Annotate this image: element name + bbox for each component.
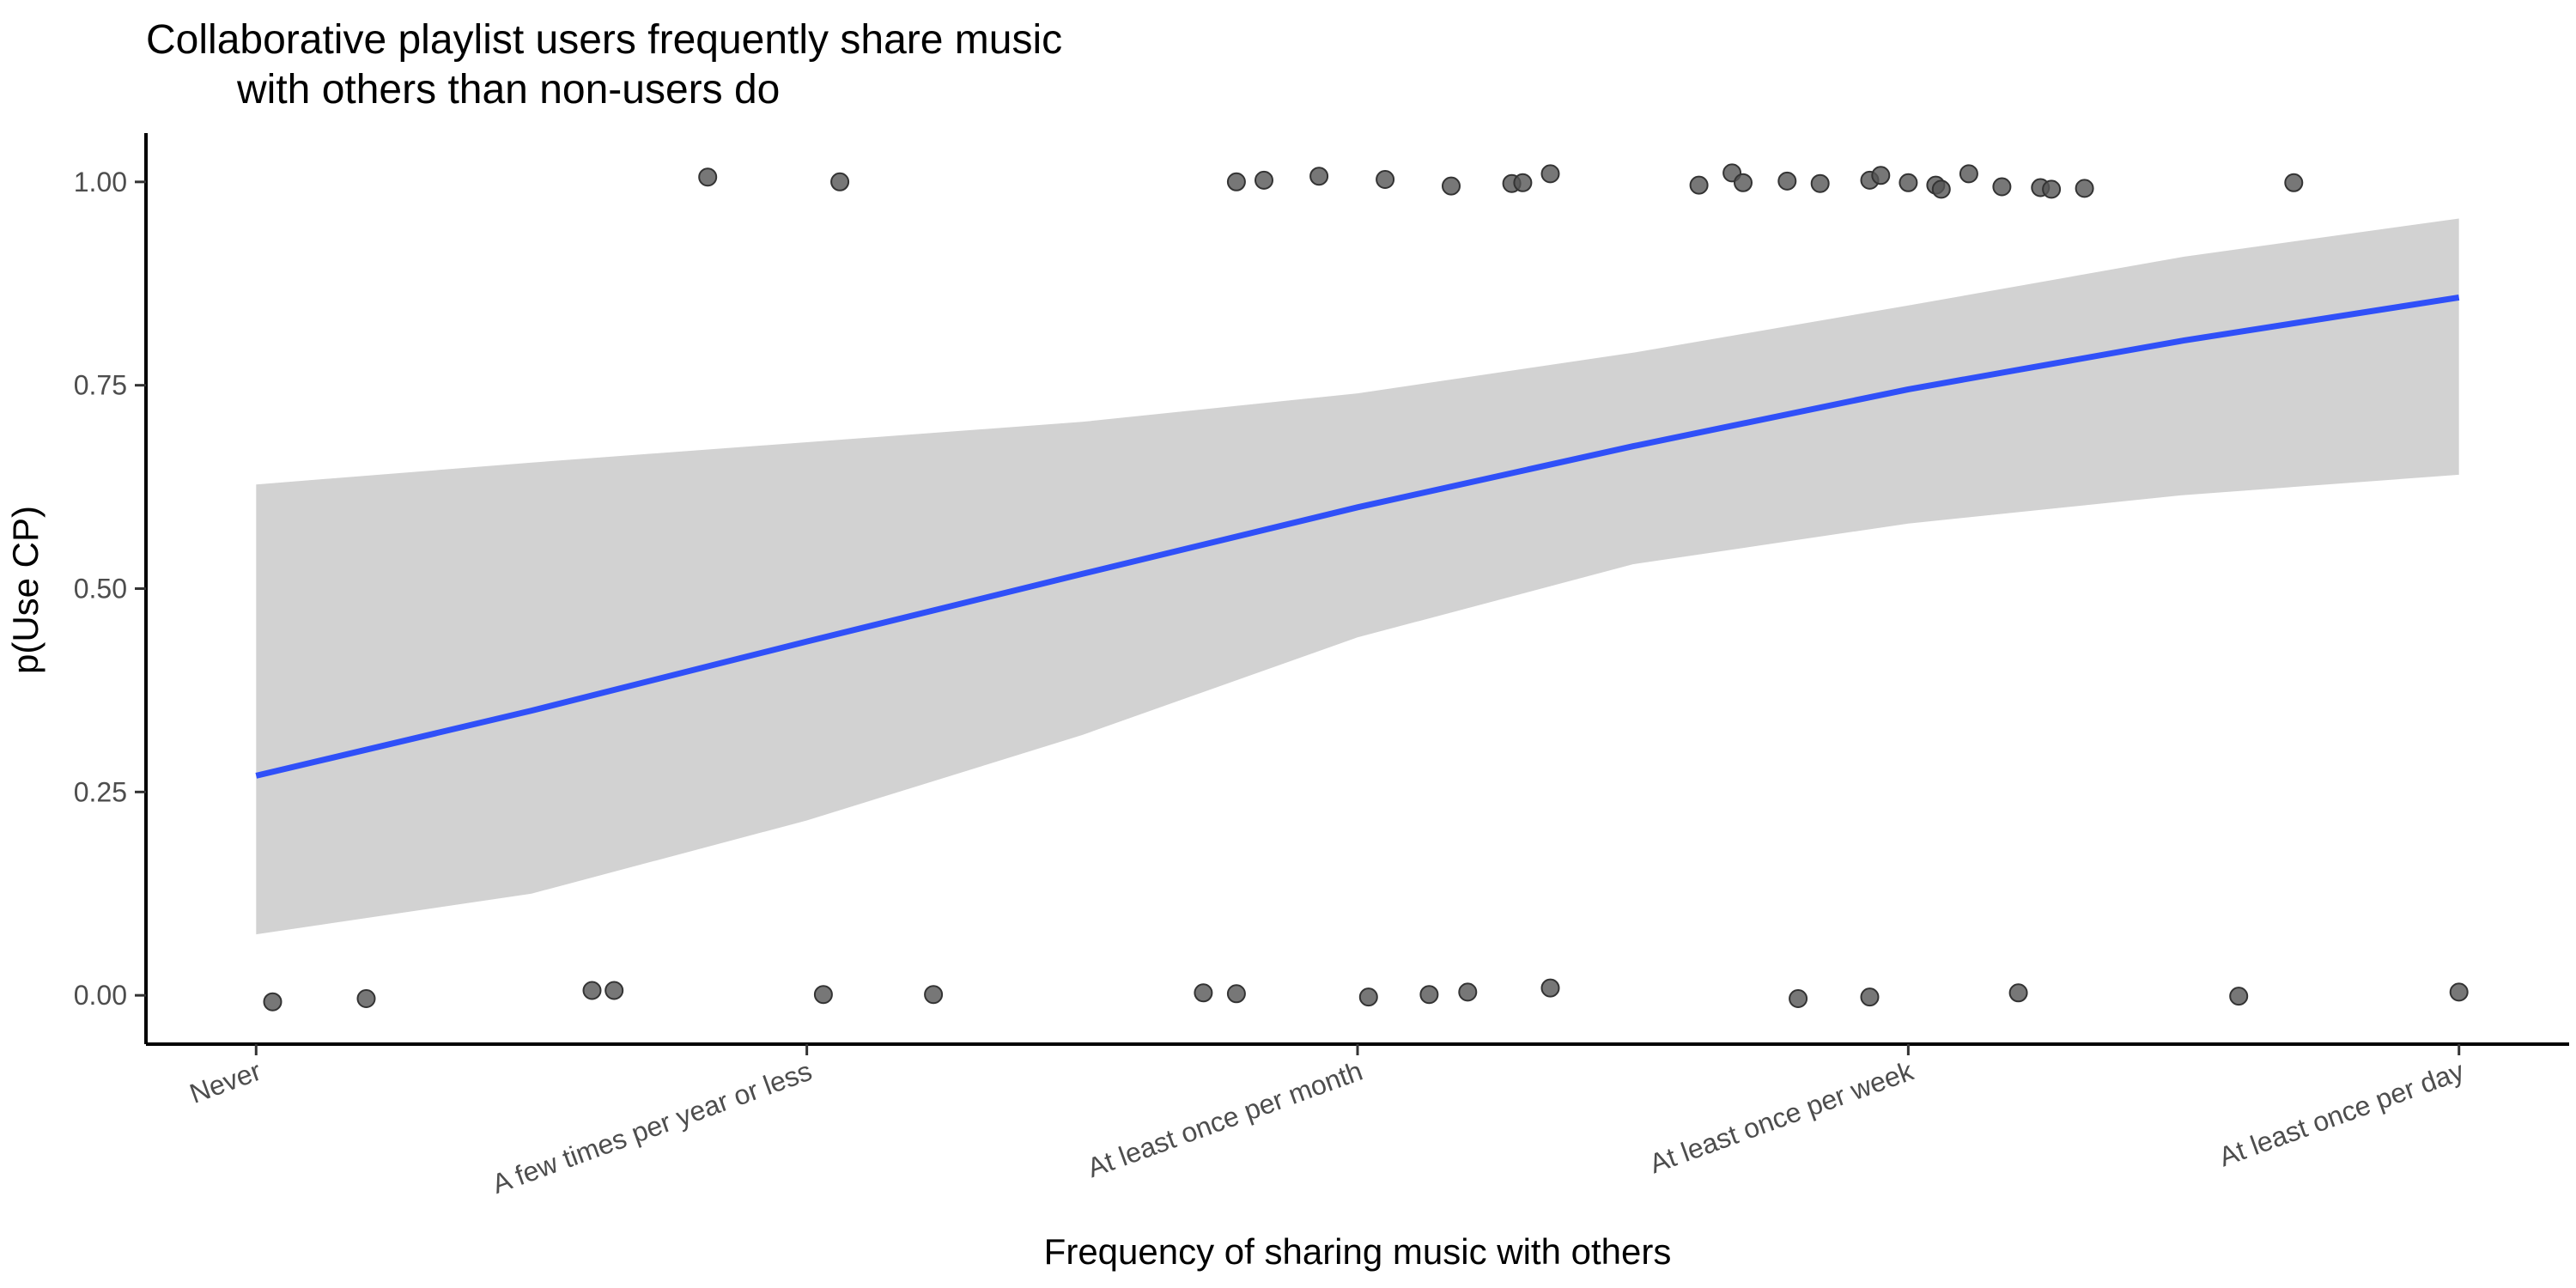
data-point bbox=[1458, 982, 1478, 1002]
data-point bbox=[1419, 985, 1439, 1005]
data-point bbox=[2449, 982, 2469, 1002]
data-point bbox=[1899, 173, 1918, 192]
data-point bbox=[1442, 176, 1461, 196]
x-axis-title: Frequency of sharing music with others bbox=[1044, 1231, 1672, 1272]
points-group bbox=[263, 163, 2469, 1012]
data-point bbox=[582, 981, 602, 1000]
data-point bbox=[2284, 173, 2304, 192]
data-point bbox=[263, 992, 283, 1012]
chart-title-line-2: with others than non-users do bbox=[236, 67, 780, 112]
data-point bbox=[2229, 987, 2249, 1006]
data-point bbox=[605, 981, 624, 1000]
confidence-ribbon bbox=[256, 218, 2459, 935]
data-point bbox=[1194, 983, 1213, 1003]
y-tick-label: 0.00 bbox=[74, 980, 127, 1011]
data-point bbox=[1540, 978, 1560, 998]
data-point bbox=[1992, 177, 2012, 197]
data-point bbox=[830, 172, 850, 191]
data-point bbox=[1810, 173, 1830, 193]
data-point bbox=[1255, 170, 1273, 190]
data-point bbox=[356, 989, 376, 1008]
data-point bbox=[813, 985, 833, 1005]
data-point bbox=[2075, 179, 2094, 198]
data-point bbox=[1931, 179, 1951, 199]
data-point bbox=[1734, 173, 1753, 192]
fit-line bbox=[255, 294, 2460, 779]
data-point bbox=[1777, 171, 1797, 191]
y-tick-label: 1.00 bbox=[74, 167, 127, 197]
y-tick-label: 0.75 bbox=[74, 370, 127, 401]
data-point bbox=[1376, 170, 1395, 189]
data-point bbox=[1860, 987, 1880, 1007]
data-point bbox=[1309, 167, 1329, 186]
data-point bbox=[1358, 987, 1378, 1007]
data-point bbox=[698, 167, 718, 187]
data-point bbox=[1540, 164, 1560, 184]
y-tick-label: 0.50 bbox=[74, 574, 127, 605]
data-point bbox=[1959, 164, 1978, 184]
data-point bbox=[1226, 172, 1246, 191]
data-point bbox=[2008, 983, 2028, 1003]
y-axis-title: p(Use CP) bbox=[5, 506, 46, 674]
data-point bbox=[1513, 173, 1533, 192]
data-point bbox=[924, 985, 944, 1005]
chart-title-line-1: Collaborative playlist users frequently … bbox=[146, 17, 1062, 63]
data-point bbox=[1689, 175, 1709, 195]
y-axis-ticks: 0.00 0.25 0.50 0.75 1.00 bbox=[74, 167, 146, 1011]
data-point bbox=[1226, 984, 1246, 1004]
plot-area bbox=[255, 163, 2469, 1012]
y-tick-label: 0.25 bbox=[74, 776, 127, 807]
data-point bbox=[2042, 179, 2062, 199]
data-point bbox=[1789, 989, 1808, 1008]
data-point bbox=[1871, 166, 1891, 185]
